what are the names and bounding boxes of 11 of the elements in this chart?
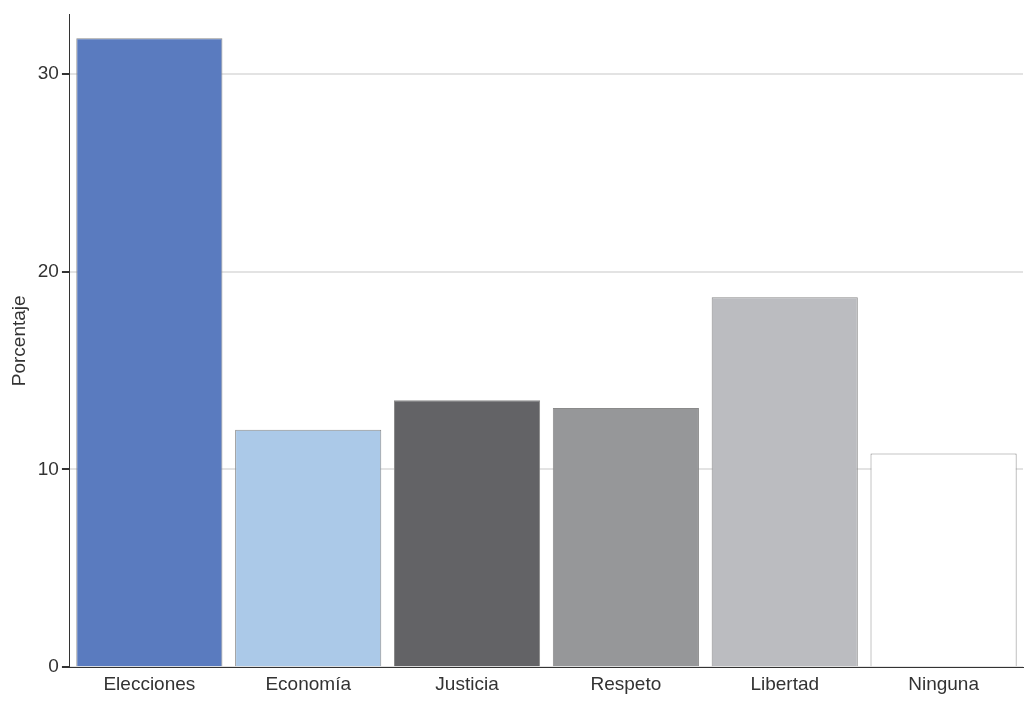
- x-tick-label: Economía: [265, 672, 352, 694]
- y-tick-label: 30: [37, 61, 59, 83]
- x-tick-label: Respeto: [590, 672, 662, 694]
- x-tick-label: Libertad: [750, 672, 820, 694]
- x-tick-label: Justicia: [435, 672, 500, 694]
- y-tick-label: 0: [48, 655, 59, 677]
- y-tick-label: 20: [37, 259, 59, 281]
- x-tick-label: Elecciones: [103, 672, 196, 694]
- y-axis-title: Porcentaje: [7, 295, 29, 387]
- y-tick-label: 10: [37, 457, 59, 479]
- x-tick-label: Ninguna: [908, 672, 980, 694]
